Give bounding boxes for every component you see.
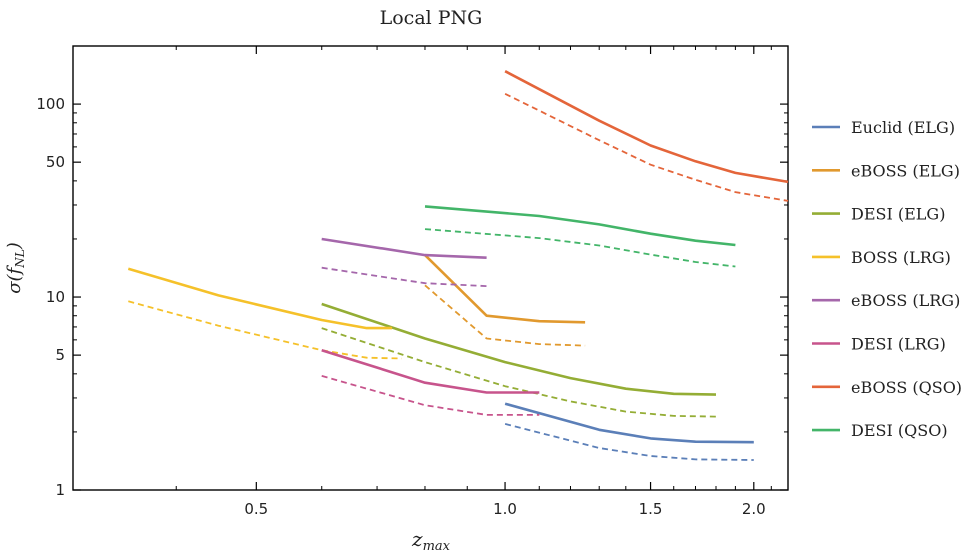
- chart-title: Local PNG: [380, 7, 483, 29]
- series-eboss-elg-solid-line: [424, 254, 586, 324]
- series-desi-qso-solid-line: [424, 205, 736, 247]
- series-boss-lrg-dashed-line: [128, 300, 402, 360]
- legend-label: Euclid (ELG): [851, 118, 955, 137]
- legend-label: DESI (LRG): [851, 335, 946, 354]
- legend-label: BOSS (LRG): [851, 248, 951, 267]
- series-desi-elg-solid-line: [321, 302, 717, 396]
- series-desi-elg-dashed-line: [321, 327, 717, 418]
- series-boss-lrg-solid-line: [127, 267, 393, 330]
- y-axis-label: σ(fNL): [4, 242, 27, 293]
- series-eboss-qso-dashed-line: [504, 92, 789, 202]
- series-lines: [127, 70, 789, 461]
- x-tick-labels: 0.5 1.0 1.5 2.0: [244, 500, 765, 518]
- y-tick-label: 10: [46, 288, 65, 306]
- y-tick-label: 50: [46, 153, 65, 171]
- plot-area: [72, 45, 789, 491]
- plot-frame: [72, 45, 789, 491]
- x-tick-label: 2.0: [742, 500, 766, 518]
- series-desi-qso-dashed-line: [424, 228, 736, 268]
- legend-label: eBOSS (LRG): [851, 291, 960, 310]
- y-tick-label: 100: [36, 95, 65, 113]
- series-desi-lrg-dashed-line: [321, 375, 540, 416]
- legend-label: DESI (QSO): [851, 421, 948, 440]
- y-tick-labels: 1 5 10 50 100: [36, 95, 65, 499]
- series-euclid-elg-dashed-line: [504, 423, 754, 461]
- legend-label: eBOSS (ELG): [851, 161, 960, 180]
- series-eboss-lrg-dashed-line: [321, 266, 487, 287]
- y-tick-label: 5: [55, 346, 65, 364]
- x-tick-label: 1.5: [639, 500, 663, 518]
- axis-ticks: [73, 46, 788, 491]
- x-tick-label: 1.0: [493, 500, 517, 518]
- series-euclid-elg-solid-line: [504, 402, 754, 444]
- series-eboss-elg-dashed-line: [424, 284, 586, 347]
- legend-label: DESI (ELG): [851, 205, 945, 224]
- series-eboss-lrg-solid-line: [321, 237, 487, 259]
- y-tick-label: 1: [55, 481, 65, 499]
- legend-label: eBOSS (QSO): [851, 378, 962, 397]
- x-tick-label: 0.5: [244, 500, 268, 518]
- x-axis-label: zmax: [411, 527, 451, 550]
- series-eboss-qso-solid-line: [504, 70, 789, 184]
- legend: Euclid (ELG) eBOSS (ELG) DESI (ELG) BOSS (L…: [812, 118, 962, 440]
- series-desi-lrg-solid-line: [321, 348, 540, 394]
